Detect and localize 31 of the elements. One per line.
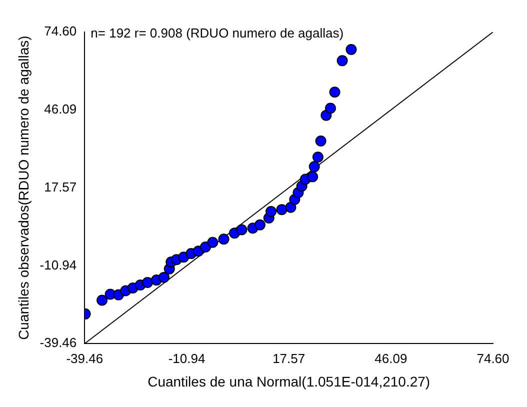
x-tick-label: -39.46 [66, 350, 104, 366]
point [266, 206, 277, 217]
x-tick-label: -10.94 [168, 350, 206, 366]
point [207, 236, 218, 248]
point [312, 152, 324, 163]
point [276, 204, 288, 216]
point [324, 102, 336, 114]
point [308, 161, 320, 172]
point [96, 294, 108, 306]
point [254, 219, 266, 230]
x-axis-title: Cuantiles de una Normal(1.051E-014,210.27) [148, 373, 430, 390]
y-tick-label: -39.46 [40, 335, 77, 350]
y-tick-label: 46.09 [44, 101, 77, 116]
x-tick-label: 46.09 [374, 350, 408, 366]
y-tick-label: 74.60 [44, 24, 77, 39]
point [346, 44, 357, 55]
point [236, 224, 248, 236]
point [329, 86, 340, 98]
point [336, 55, 348, 66]
annotation: n= 192 r= 0.908 (RDUO numero de agallas) [90, 26, 344, 41]
x-tick-label: 74.60 [476, 350, 510, 366]
point [142, 277, 154, 288]
point [285, 202, 296, 213]
point [158, 272, 170, 283]
x-tick-label: 17.57 [272, 350, 306, 366]
y-tick-label: -10.94 [40, 257, 77, 272]
y-axis-title: Cuantiles observados(RDUO numero de agallas) [15, 36, 32, 340]
point [307, 171, 318, 182]
point [315, 136, 326, 147]
y-tick-label: 17.57 [44, 179, 77, 194]
point [218, 234, 230, 245]
